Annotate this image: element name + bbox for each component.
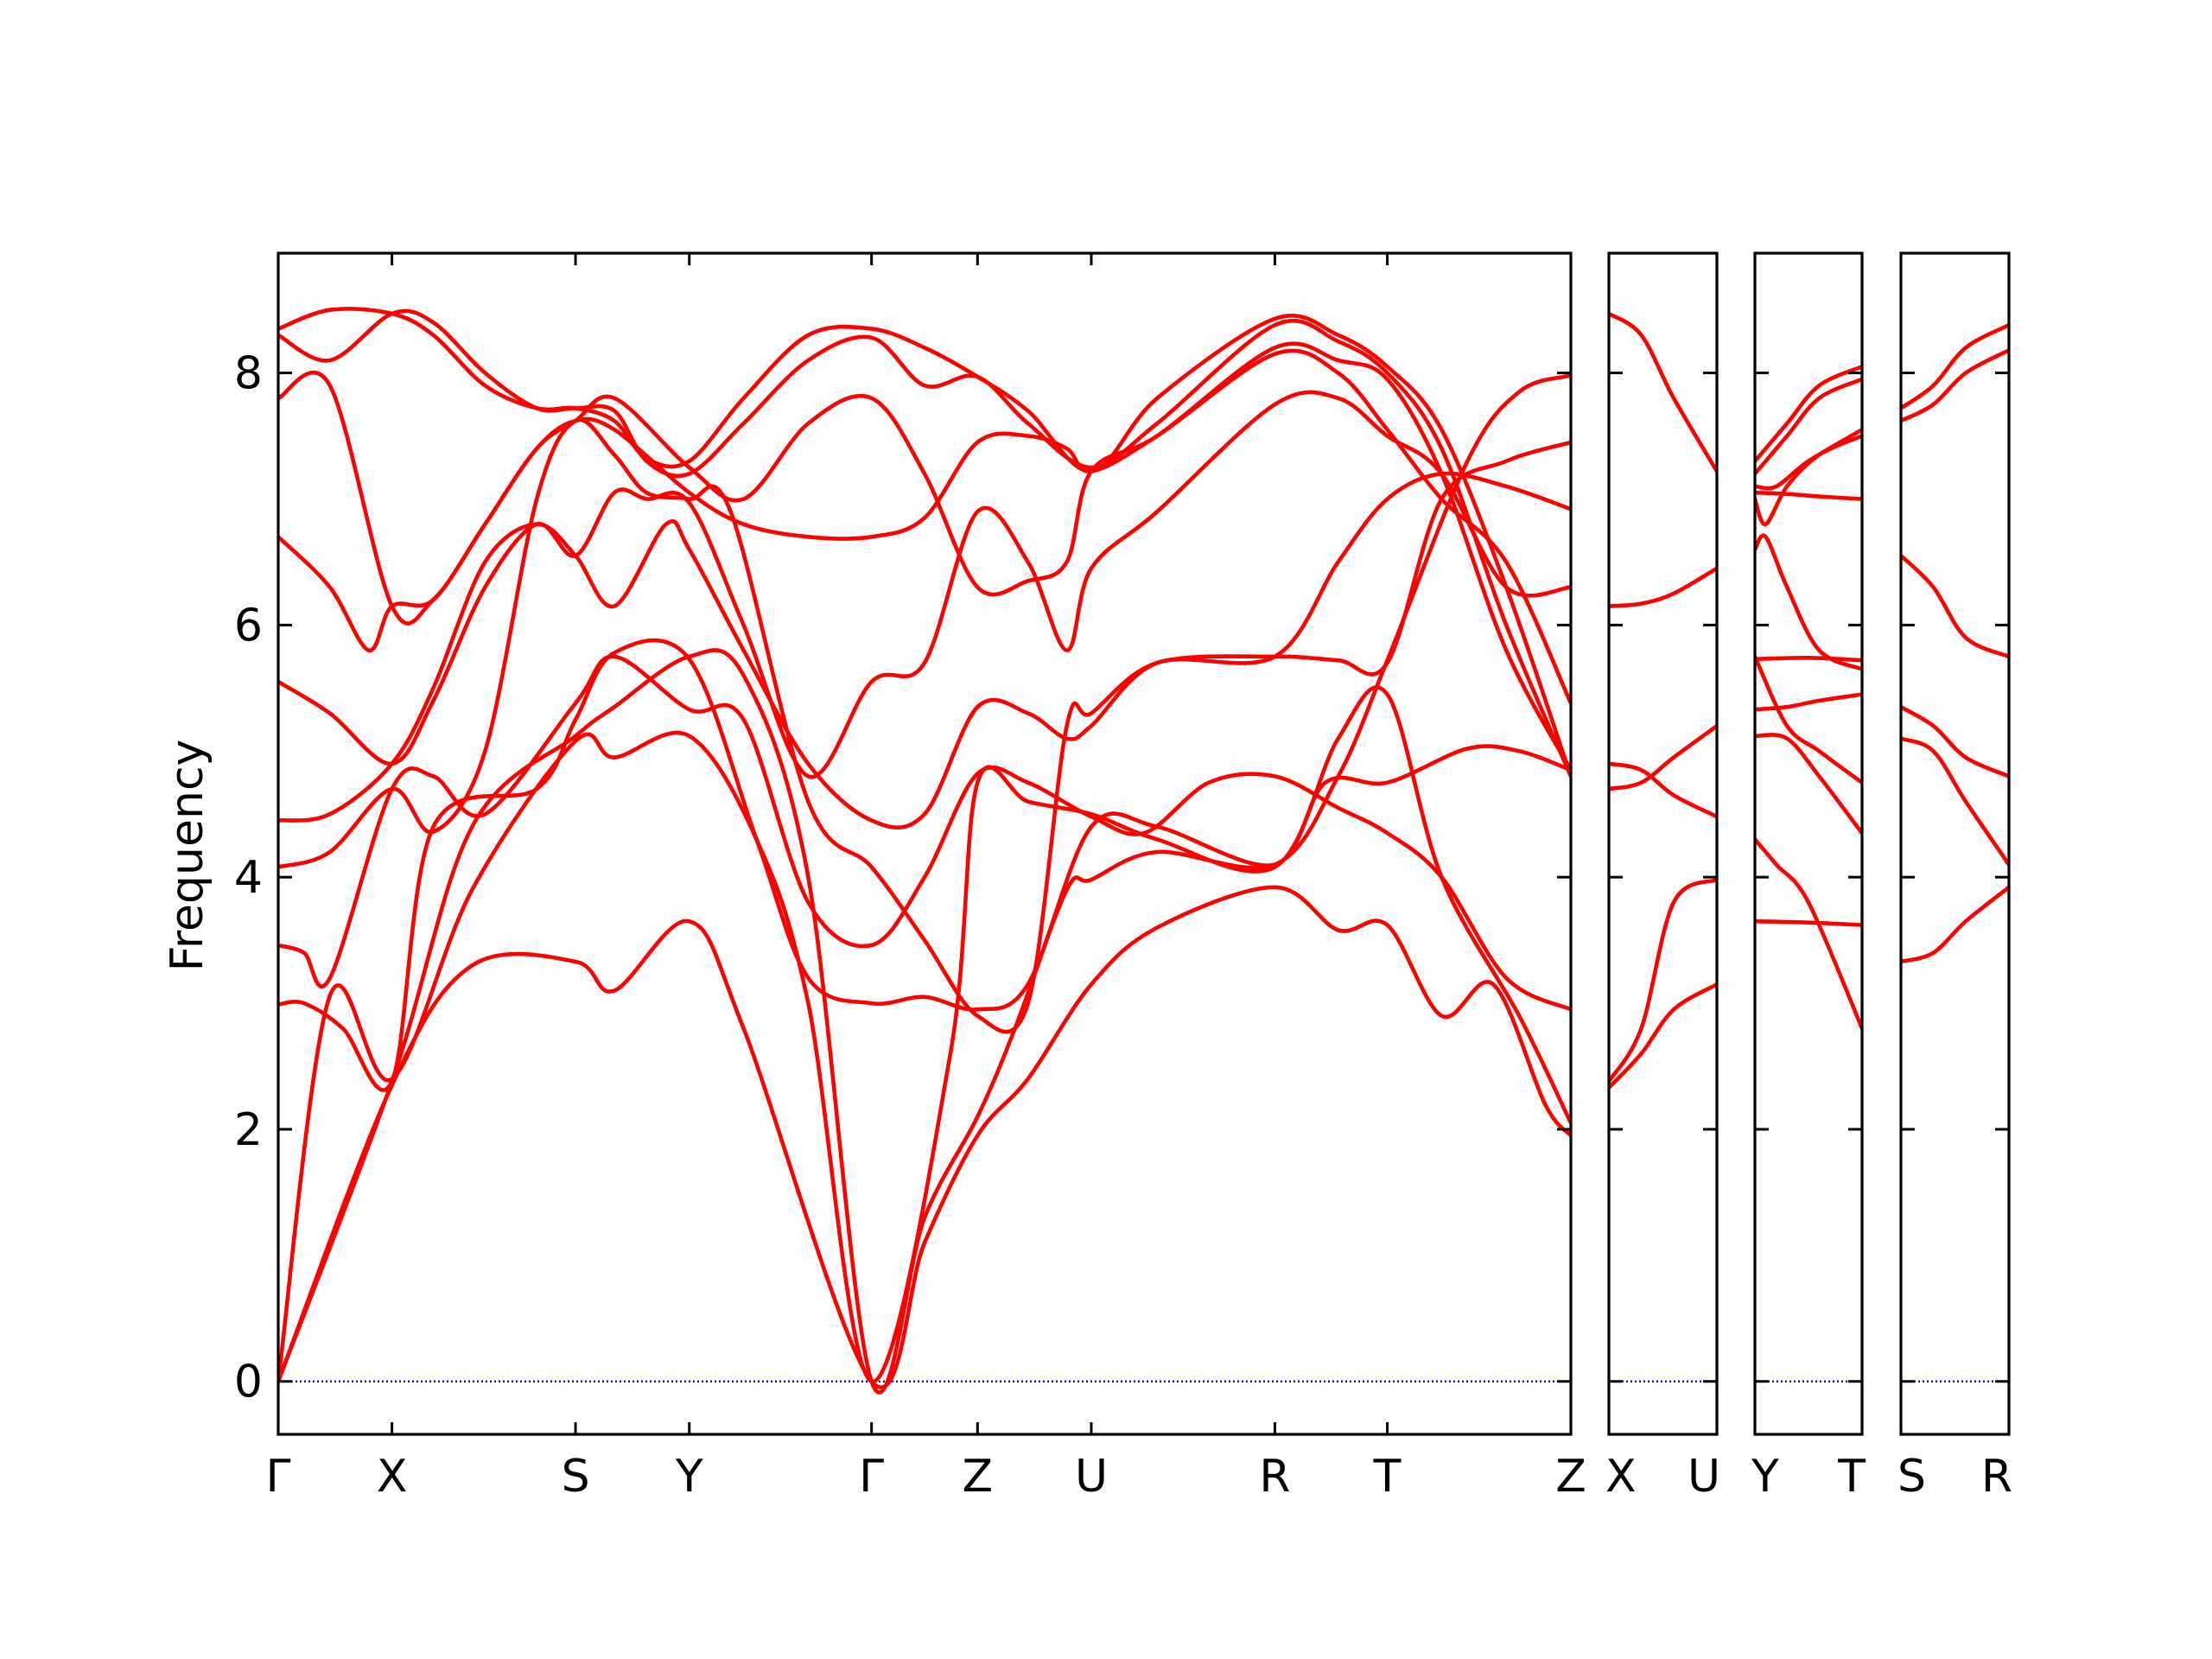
band-line — [1901, 322, 2009, 410]
x-tick-label: U — [1688, 1451, 1720, 1503]
band-line — [278, 885, 1571, 1389]
band-line — [278, 417, 1571, 1034]
x-tick-label: T — [1373, 1451, 1402, 1503]
band-line — [1755, 427, 1862, 491]
band-line — [278, 654, 1571, 1012]
band-line — [278, 341, 1571, 772]
band-line — [1755, 434, 1862, 526]
panel-plot-area — [1755, 365, 1862, 1382]
panel-frame — [1899, 251, 2011, 1436]
panel-plot-area — [1901, 322, 2009, 1382]
band-line — [1609, 723, 1717, 791]
band-line — [278, 348, 1571, 706]
panel-main: Γ X S Y Γ Z U R T Z 0 2 4 6 8 — [234, 251, 1586, 1503]
x-tick-label: Z — [1555, 1451, 1586, 1503]
x-tick-label: Y — [675, 1451, 703, 1503]
panel-frame — [1607, 251, 1719, 1436]
band-line — [278, 308, 1571, 779]
band-line — [1901, 348, 2009, 423]
band-line — [1755, 692, 1862, 712]
band-line — [1755, 837, 1862, 1031]
x-tick-label: R — [1259, 1451, 1290, 1503]
band-line — [1609, 761, 1717, 819]
band-line — [1901, 704, 2009, 779]
y-tick-label: 2 — [234, 1104, 263, 1156]
x-tick-label: U — [1075, 1451, 1108, 1503]
x-tick-label: S — [1897, 1451, 1926, 1503]
band-line — [1609, 877, 1717, 1084]
x-tick-label: Γ — [266, 1451, 291, 1503]
band-line — [1755, 377, 1862, 476]
band-line — [278, 685, 1571, 1384]
x-tick-label: Y — [1751, 1451, 1779, 1503]
band-line — [278, 471, 1571, 830]
band-line — [1755, 655, 1862, 663]
band-line — [1609, 566, 1717, 608]
band-line — [1609, 311, 1717, 474]
band-line — [1901, 736, 2009, 867]
band-line — [1755, 365, 1862, 463]
band-line — [1901, 885, 2009, 964]
band-line — [1901, 553, 2009, 659]
band-line — [1755, 733, 1862, 836]
band-line — [278, 307, 1571, 779]
panel-frame — [276, 251, 1573, 1436]
y-tick-label: 8 — [234, 348, 263, 400]
band-line — [1609, 982, 1717, 1090]
x-tick-label: T — [1837, 1451, 1866, 1503]
y-tick-label: 4 — [234, 852, 263, 904]
band-line — [1755, 533, 1862, 671]
y-tick-label: 0 — [234, 1357, 263, 1408]
x-tick-label: X — [377, 1451, 408, 1503]
x-tick-label: S — [562, 1451, 590, 1503]
x-tick-label: Γ — [859, 1451, 884, 1503]
panel-plot-area — [1609, 311, 1717, 1382]
band-line — [278, 638, 1571, 1092]
panel-frame — [1753, 251, 1864, 1436]
x-tick-label: R — [1981, 1451, 2012, 1503]
panel-plot-area — [278, 307, 1571, 1395]
x-tick-label: Z — [963, 1451, 994, 1503]
band-line — [1755, 654, 1862, 785]
band-line — [1755, 490, 1862, 501]
y-tick-label: 6 — [234, 600, 263, 652]
x-tick-label: X — [1605, 1451, 1637, 1503]
band-line — [1755, 918, 1862, 927]
band-line — [278, 390, 1571, 779]
y-axis-label: Frequency — [162, 740, 213, 972]
